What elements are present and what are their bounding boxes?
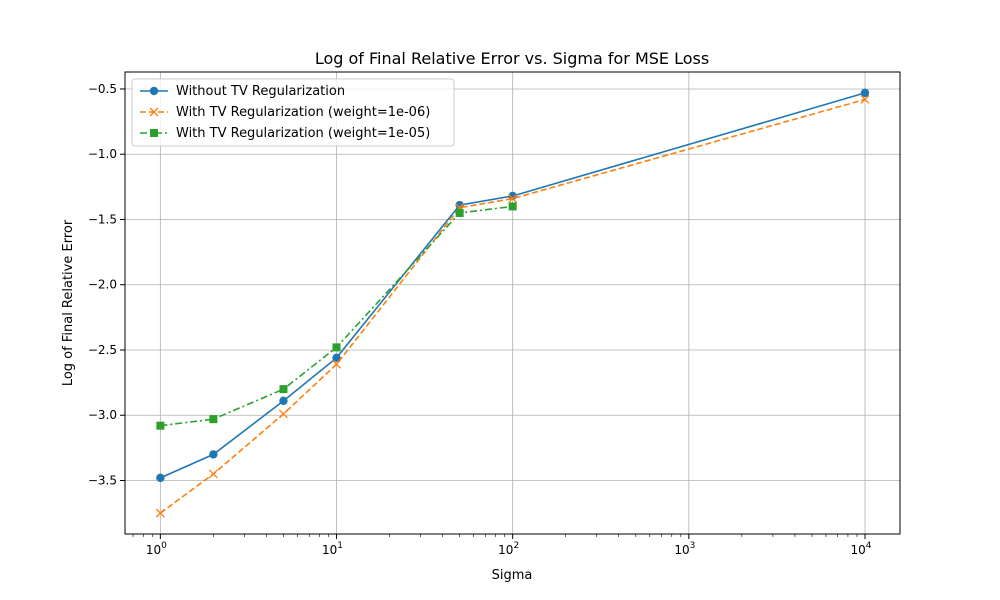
data-point-x-stroke bbox=[332, 359, 341, 369]
data-point-x bbox=[279, 409, 288, 419]
grid bbox=[125, 72, 900, 534]
legend-label: Without TV Regularization bbox=[176, 84, 345, 99]
data-point-x bbox=[155, 508, 165, 518]
chart-title: Log of Final Relative Error vs. Sigma fo… bbox=[315, 49, 709, 68]
y-tick-label: −2.0 bbox=[88, 278, 117, 292]
data-point-x-stroke bbox=[279, 409, 288, 419]
x-axis-label: Sigma bbox=[492, 568, 533, 583]
y-tick-label: −3.0 bbox=[88, 408, 117, 422]
data-point-square bbox=[156, 421, 165, 430]
data-point-square bbox=[508, 202, 517, 211]
data-point-x-stroke bbox=[155, 508, 165, 518]
data-point-square bbox=[209, 415, 218, 424]
data-point-x bbox=[508, 194, 518, 204]
data-point-circle bbox=[332, 353, 341, 363]
legend-box bbox=[131, 78, 455, 147]
data-point-circle bbox=[279, 396, 288, 406]
series-0 bbox=[156, 88, 870, 483]
data-point-x-stroke bbox=[149, 107, 159, 117]
x-tick-label: 102 bbox=[498, 541, 519, 557]
x-tick-label: 103 bbox=[674, 541, 695, 557]
data-point-x bbox=[149, 107, 159, 117]
legend-label: With TV Regularization (weight=1e-06) bbox=[176, 105, 430, 120]
data-point-square bbox=[455, 208, 464, 217]
y-tick-label: −0.5 bbox=[88, 82, 117, 96]
y-tick-label: −1.5 bbox=[88, 212, 117, 226]
y-axis-label: Log of Final Relative Error bbox=[61, 219, 76, 386]
data-point-x bbox=[860, 94, 870, 104]
legend: Without TV Regularization With TV Regula… bbox=[131, 78, 455, 147]
data-point-x-stroke bbox=[208, 469, 218, 479]
y-tick-label: −2.5 bbox=[88, 343, 117, 357]
y-tick-label: −3.5 bbox=[88, 473, 117, 487]
data-point-square bbox=[279, 385, 288, 394]
x-tick-label: 100 bbox=[146, 541, 167, 557]
data-point-square bbox=[332, 343, 341, 352]
data-point-x-stroke bbox=[860, 94, 870, 104]
data-point-x bbox=[332, 359, 341, 369]
data-point-x bbox=[208, 469, 218, 479]
series-2 bbox=[156, 202, 517, 430]
data-point-square bbox=[150, 129, 158, 137]
ticks: 100 101 102 103 104 −3.5 −3.0 −2.5 −2.0 −1.5 −1.0 −… bbox=[88, 82, 872, 557]
series-1 bbox=[155, 94, 870, 518]
x-tick-label: 104 bbox=[850, 541, 871, 557]
y-tick-label: −1.0 bbox=[88, 147, 117, 161]
data-point-circle bbox=[209, 450, 218, 459]
series-group bbox=[155, 88, 870, 518]
data-point-x-stroke bbox=[508, 194, 518, 204]
data-point-circle bbox=[860, 88, 870, 98]
legend-label: With TV Regularization (weight=1e-05) bbox=[176, 126, 430, 141]
data-point-circle bbox=[156, 473, 165, 483]
x-tick-label: 101 bbox=[322, 541, 343, 557]
data-point-circle bbox=[149, 86, 159, 96]
